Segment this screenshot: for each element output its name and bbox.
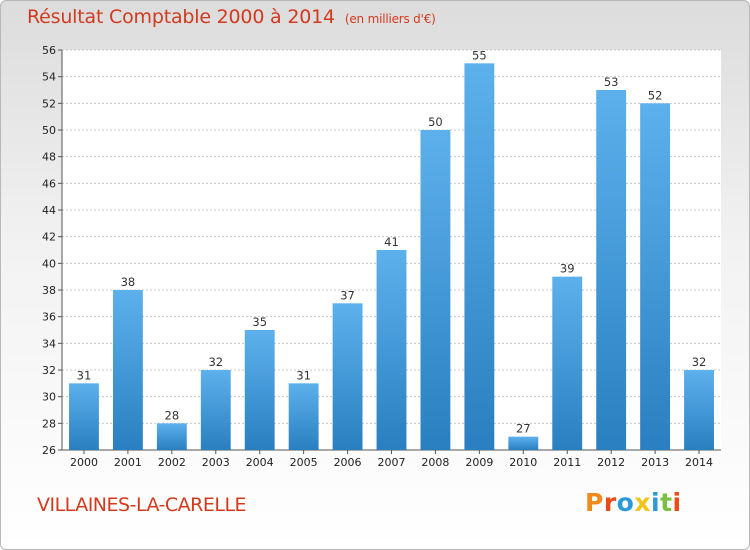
title-text: Résultat Comptable 2000 à 2014 bbox=[27, 6, 335, 28]
x-tick-label: 2008 bbox=[421, 456, 449, 469]
bar-2005 bbox=[288, 383, 319, 450]
y-tick-label: 56 bbox=[42, 44, 56, 57]
logo-letter: x bbox=[634, 488, 651, 517]
x-tick-label: 2002 bbox=[158, 456, 186, 469]
chart-title: Résultat Comptable 2000 à 2014 (en millie… bbox=[27, 6, 436, 28]
data-label: 31 bbox=[296, 368, 311, 382]
data-label: 52 bbox=[648, 88, 663, 102]
y-tick-label: 42 bbox=[42, 231, 56, 244]
x-tick-label: 2012 bbox=[597, 456, 625, 469]
y-tick-label: 50 bbox=[42, 124, 56, 137]
y-tick-label: 44 bbox=[42, 204, 56, 217]
logo-letter: i bbox=[651, 488, 661, 517]
logo-letter: i bbox=[672, 488, 682, 517]
proxiti-logo: Proxiti bbox=[585, 488, 682, 517]
y-tick-label: 54 bbox=[42, 71, 56, 84]
data-label: 32 bbox=[692, 355, 707, 369]
bar-2004 bbox=[244, 330, 275, 450]
bar-2010 bbox=[508, 436, 539, 450]
x-tick-label: 2000 bbox=[70, 456, 98, 469]
bar-2001 bbox=[112, 290, 143, 450]
data-label: 31 bbox=[77, 368, 92, 382]
y-tick-label: 30 bbox=[42, 391, 56, 404]
data-label: 55 bbox=[472, 48, 487, 62]
bar-2012 bbox=[596, 90, 627, 450]
bar-2003 bbox=[200, 370, 231, 450]
data-label: 41 bbox=[384, 235, 399, 249]
bar-2011 bbox=[552, 276, 583, 450]
logo-letter: o bbox=[616, 488, 635, 517]
bar-2008 bbox=[420, 130, 451, 450]
y-tick-label: 34 bbox=[42, 337, 56, 350]
x-tick-label: 2007 bbox=[378, 456, 406, 469]
logo-letter: t bbox=[660, 488, 673, 517]
chart-subtitle: (en milliers d'€) bbox=[344, 12, 436, 26]
x-tick-label: 2009 bbox=[465, 456, 493, 469]
bar-2009 bbox=[464, 63, 495, 450]
y-tick-label: 40 bbox=[42, 257, 56, 270]
x-tick-label: 2005 bbox=[290, 456, 318, 469]
y-tick-label: 52 bbox=[42, 97, 56, 110]
data-label: 39 bbox=[560, 262, 575, 276]
data-label: 50 bbox=[428, 115, 443, 129]
y-tick-label: 48 bbox=[42, 151, 56, 164]
x-tick-label: 2003 bbox=[202, 456, 230, 469]
y-tick-label: 36 bbox=[42, 311, 56, 324]
bar-2002 bbox=[156, 423, 187, 450]
logo-letter: P bbox=[585, 488, 604, 517]
y-tick-label: 28 bbox=[42, 417, 56, 430]
data-label: 28 bbox=[165, 408, 180, 422]
x-tick-label: 2004 bbox=[246, 456, 274, 469]
data-label: 53 bbox=[604, 75, 619, 89]
y-tick-label: 38 bbox=[42, 284, 56, 297]
bar-2007 bbox=[376, 250, 407, 450]
x-tick-label: 2014 bbox=[685, 456, 713, 469]
logo-letter: r bbox=[603, 488, 617, 517]
data-label: 32 bbox=[208, 355, 223, 369]
data-label: 27 bbox=[516, 422, 531, 436]
bar-2006 bbox=[332, 303, 363, 450]
x-tick-label: 2001 bbox=[114, 456, 142, 469]
bar-2013 bbox=[640, 103, 671, 450]
x-tick-label: 2010 bbox=[509, 456, 537, 469]
x-tick-label: 2013 bbox=[641, 456, 669, 469]
data-label: 35 bbox=[252, 315, 267, 329]
x-tick-label: 2011 bbox=[553, 456, 581, 469]
commune-name: VILLAINES-LA-CARELLE bbox=[37, 494, 247, 516]
y-tick-label: 26 bbox=[42, 444, 56, 457]
data-label: 38 bbox=[121, 275, 136, 289]
bar-2014 bbox=[684, 370, 714, 450]
data-label: 37 bbox=[340, 288, 355, 302]
bar-2000 bbox=[69, 383, 99, 450]
y-tick-label: 32 bbox=[42, 364, 56, 377]
x-tick-label: 2006 bbox=[334, 456, 362, 469]
y-tick-label: 46 bbox=[42, 177, 56, 190]
